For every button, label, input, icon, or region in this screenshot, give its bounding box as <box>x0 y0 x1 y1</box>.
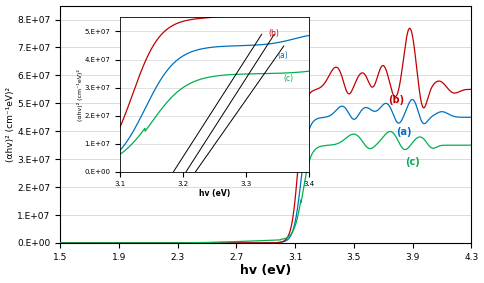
X-axis label: hv (eV): hv (eV) <box>240 264 291 277</box>
Text: (b): (b) <box>388 95 404 105</box>
Text: (a): (a) <box>396 127 412 138</box>
Y-axis label: (αhv)² (cm⁻¹eV)²: (αhv)² (cm⁻¹eV)² <box>5 87 15 162</box>
Text: (c): (c) <box>405 157 420 167</box>
